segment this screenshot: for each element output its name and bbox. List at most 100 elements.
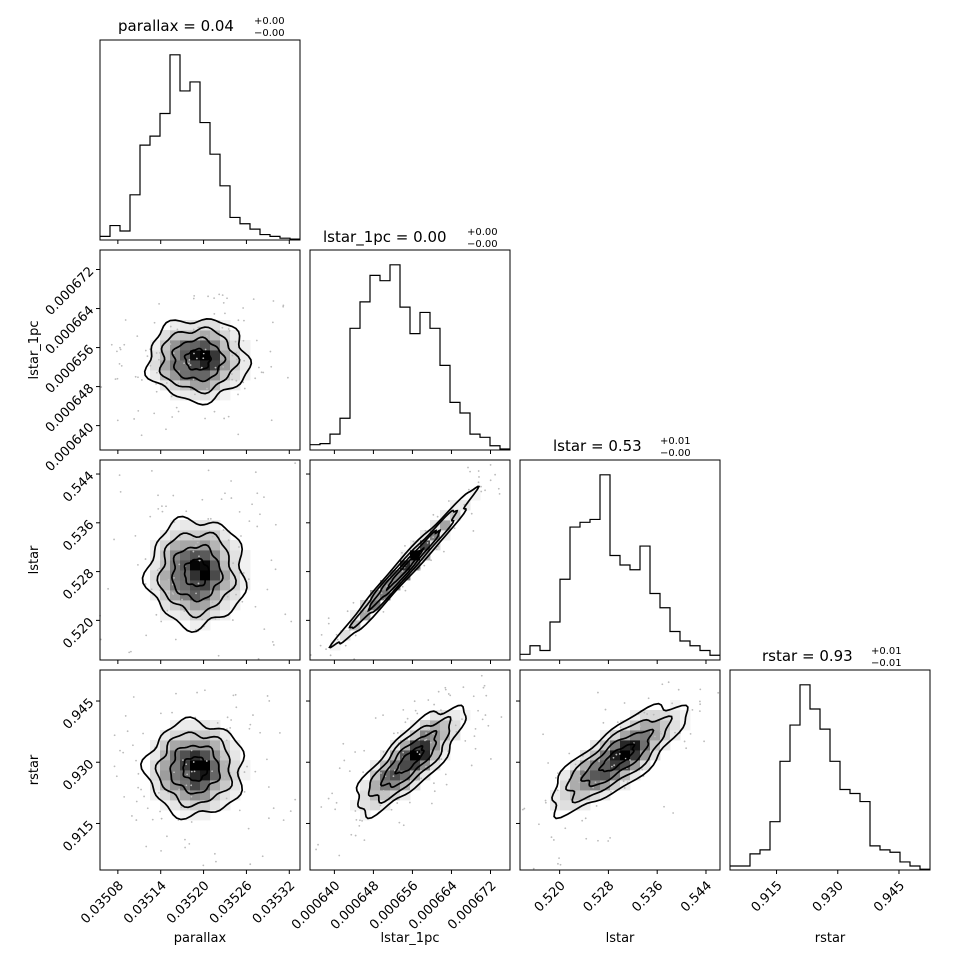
density-bin bbox=[210, 330, 221, 341]
histogram-panel-lstar_1pc bbox=[309, 249, 511, 454]
sample-point bbox=[582, 755, 584, 757]
density-bin bbox=[630, 760, 641, 771]
sample-point bbox=[427, 729, 430, 731]
sample-point bbox=[192, 378, 195, 381]
sample-point bbox=[142, 732, 144, 735]
sample-point bbox=[166, 835, 168, 838]
density-bin bbox=[360, 790, 371, 801]
sample-point bbox=[689, 733, 692, 735]
density-bin bbox=[200, 320, 211, 331]
sample-point bbox=[229, 727, 232, 729]
sample-point bbox=[214, 366, 217, 369]
sample-point bbox=[335, 801, 338, 804]
sample-point bbox=[249, 723, 252, 726]
sample-point bbox=[568, 752, 571, 755]
sample-point bbox=[554, 776, 557, 779]
density-bin bbox=[190, 340, 201, 351]
sample-point bbox=[315, 848, 317, 851]
sample-point bbox=[169, 325, 172, 328]
density-bin bbox=[570, 800, 581, 811]
sample-point bbox=[161, 752, 164, 755]
density-bin bbox=[240, 360, 251, 371]
panel-frame bbox=[309, 669, 511, 871]
sample-point bbox=[188, 843, 191, 845]
density-bin bbox=[470, 490, 481, 501]
sample-point bbox=[331, 792, 334, 795]
pair-panel-parallax-lstar_1pc bbox=[96, 249, 301, 454]
density-bin bbox=[370, 590, 381, 601]
sample-point bbox=[284, 613, 287, 616]
sample-point bbox=[423, 564, 426, 567]
sample-point bbox=[500, 716, 503, 718]
density-bin bbox=[360, 800, 371, 811]
sample-point bbox=[213, 852, 216, 855]
title-rstar-lower: −0.01 bbox=[871, 658, 902, 669]
density-bin bbox=[150, 350, 161, 361]
sample-point bbox=[661, 683, 664, 686]
density-bin bbox=[200, 760, 211, 771]
density-bin bbox=[430, 540, 441, 551]
sample-point bbox=[390, 808, 393, 811]
density-bin bbox=[190, 730, 201, 741]
sample-point bbox=[579, 797, 582, 800]
sample-point bbox=[557, 772, 559, 775]
sample-point bbox=[132, 696, 135, 698]
density-bin bbox=[210, 560, 221, 571]
sample-point bbox=[699, 703, 702, 706]
sample-point bbox=[335, 633, 338, 636]
sample-point bbox=[225, 797, 228, 800]
sample-point bbox=[110, 343, 113, 346]
sample-point bbox=[165, 505, 167, 508]
sample-point bbox=[224, 762, 227, 765]
density-bin bbox=[230, 360, 241, 371]
sample-point bbox=[237, 393, 239, 396]
sample-point bbox=[218, 293, 221, 296]
sample-point bbox=[473, 735, 476, 738]
sample-point bbox=[616, 721, 619, 723]
density-bin bbox=[170, 800, 181, 811]
density-bin bbox=[570, 770, 581, 781]
sample-point bbox=[343, 759, 346, 762]
density-bin bbox=[390, 770, 401, 781]
sample-point bbox=[144, 583, 147, 585]
sample-point bbox=[597, 691, 599, 694]
sample-point bbox=[266, 588, 269, 591]
sample-point bbox=[185, 763, 188, 766]
sample-point bbox=[342, 742, 345, 745]
sample-point bbox=[214, 617, 217, 620]
density-bin bbox=[560, 770, 571, 781]
sample-point bbox=[115, 775, 118, 778]
density-bin bbox=[360, 600, 371, 611]
sample-point bbox=[338, 767, 341, 770]
sample-point bbox=[401, 570, 404, 572]
density-bin bbox=[210, 540, 221, 551]
contour-level-1 bbox=[183, 347, 212, 371]
density-bin bbox=[220, 550, 231, 561]
sample-point bbox=[581, 819, 584, 822]
sample-point bbox=[594, 781, 597, 784]
sample-point bbox=[272, 300, 275, 302]
sample-point bbox=[161, 505, 163, 508]
panel-frame bbox=[309, 459, 511, 661]
sample-point bbox=[484, 489, 486, 492]
density-bin bbox=[630, 750, 641, 761]
density-bin bbox=[170, 370, 181, 381]
sample-point bbox=[207, 518, 210, 520]
sample-point bbox=[412, 540, 415, 543]
sample-point bbox=[477, 709, 479, 712]
sample-point bbox=[235, 351, 238, 354]
density-bin bbox=[160, 330, 171, 341]
density-bin bbox=[640, 730, 651, 741]
density-bin bbox=[590, 770, 601, 781]
sample-point bbox=[325, 648, 327, 651]
sample-point bbox=[521, 808, 524, 811]
sample-point bbox=[216, 722, 219, 724]
title-lstar_1pc-main: lstar_1pc = 0.00 bbox=[323, 228, 447, 247]
density-bin bbox=[190, 530, 201, 541]
density-bin bbox=[390, 740, 401, 751]
density-bin bbox=[590, 790, 601, 801]
sample-point bbox=[219, 756, 222, 758]
density-bin bbox=[170, 610, 181, 621]
sample-point bbox=[467, 488, 470, 491]
sample-point bbox=[357, 625, 360, 628]
